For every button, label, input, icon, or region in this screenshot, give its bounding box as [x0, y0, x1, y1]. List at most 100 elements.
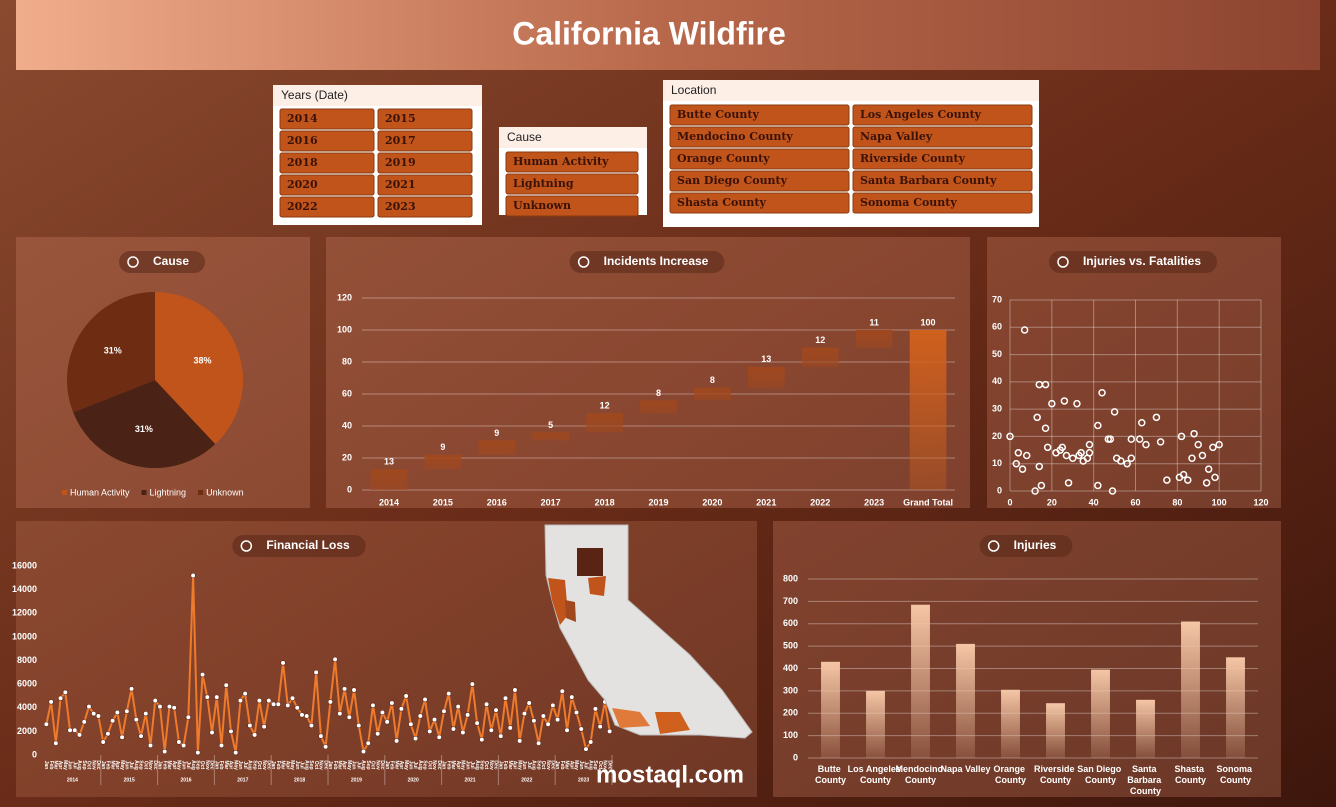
line-marker	[465, 712, 471, 718]
x-tick-label: Los Angeles County	[848, 764, 904, 785]
x-tick-label: 40	[1089, 497, 1099, 507]
slicer-item[interactable]: 2020	[279, 174, 375, 196]
title-pill	[569, 251, 725, 273]
chart-panel	[773, 521, 1281, 797]
y-tick-label: 0	[347, 484, 352, 494]
bar	[1091, 669, 1110, 758]
bar	[532, 432, 570, 441]
slicer-item[interactable]: 2023	[377, 196, 473, 218]
slicer-button	[505, 173, 639, 195]
line-marker	[588, 739, 594, 745]
data-label: 8	[656, 388, 661, 398]
bar	[866, 690, 885, 758]
slicer-item[interactable]: Shasta County	[669, 192, 850, 214]
x-tick-label: May	[573, 760, 579, 770]
title-pill	[118, 251, 206, 273]
slicer-item[interactable]: Sonoma County	[852, 192, 1033, 214]
slicer-item[interactable]: Lightning	[505, 173, 639, 195]
line-marker	[351, 687, 357, 693]
scatter-point	[1098, 389, 1106, 397]
x-tick-label: Apr	[455, 761, 461, 770]
slicer-item[interactable]: Human Activity	[505, 151, 639, 173]
y-tick-label: 400	[783, 663, 798, 673]
y-tick-label: 700	[783, 596, 798, 606]
slicer-item[interactable]: Mendocino County	[669, 126, 850, 148]
slicer-item[interactable]: 2014	[279, 108, 375, 130]
line-marker	[360, 748, 367, 755]
slicer-item[interactable]: Orange County	[669, 148, 850, 170]
line	[45, 575, 611, 755]
x-tick-label: Dec	[322, 760, 328, 769]
slicer-item[interactable]: 2022	[279, 196, 375, 218]
bar	[586, 413, 623, 433]
y-tick-label: 12000	[12, 608, 37, 618]
scatter-point	[1152, 413, 1161, 422]
title-icon	[127, 256, 139, 268]
slicer-title: Location	[671, 83, 716, 97]
x-tick-label: Sep	[195, 760, 201, 769]
line-marker	[498, 733, 504, 739]
pie-slice	[73, 380, 216, 468]
x-tick-label: 120	[1253, 497, 1268, 507]
slicer-item[interactable]: 2015	[377, 108, 473, 130]
scatter-point	[1190, 429, 1198, 438]
y-tick-label: 200	[783, 708, 798, 718]
slicer-item[interactable]: Napa Valley	[852, 126, 1033, 148]
x-tick-label: 60	[1130, 497, 1140, 507]
title-pill	[232, 535, 366, 557]
bar	[821, 661, 840, 758]
data-label: 13	[384, 457, 394, 467]
slicer-item[interactable]: Los Angeles County	[852, 104, 1033, 126]
slicer-item[interactable]: Santa Barbara County	[852, 170, 1033, 192]
line-marker	[398, 706, 404, 712]
x-tick-label: Apr	[284, 761, 290, 770]
slicer-item[interactable]: San Diego County	[669, 170, 850, 192]
x-tick-label: Grand Total	[903, 497, 953, 507]
x-group-label: 2014	[67, 777, 78, 783]
x-tick-label: Feb	[445, 761, 451, 770]
slicer-item[interactable]: Riverside County	[852, 148, 1033, 170]
title-icon	[577, 256, 590, 268]
x-tick-label: Dec	[266, 760, 272, 769]
line-marker	[512, 687, 518, 693]
x-tick-label: Dec	[209, 760, 215, 769]
slicer-item[interactable]: Unknown	[505, 195, 639, 217]
y-tick-label: 8000	[17, 655, 37, 665]
line-marker	[460, 729, 466, 736]
scatter-point	[1163, 476, 1171, 484]
y-tick-label: 10000	[12, 631, 37, 641]
pie-slice	[66, 292, 155, 413]
x-tick-label: Aug	[247, 760, 253, 770]
x-tick-label: Mar	[450, 761, 456, 770]
x-tick-label: Dec	[550, 760, 556, 769]
line-marker	[166, 703, 173, 710]
x-tick-label: Nov	[261, 760, 267, 770]
slicer-item[interactable]: 2019	[377, 152, 473, 174]
line-marker	[583, 746, 589, 752]
line-marker	[569, 694, 575, 700]
line-marker	[474, 720, 480, 726]
line-marker	[223, 682, 229, 688]
slicer-item[interactable]: 2021	[377, 174, 473, 196]
x-tick-label: Mendocino County	[896, 764, 946, 785]
x-tick-label: Jan	[43, 761, 49, 770]
x-tick-label: Aug	[417, 760, 423, 770]
line-marker	[199, 672, 206, 678]
slicer-button	[669, 170, 850, 192]
line-marker	[346, 714, 352, 720]
slicer-button	[852, 104, 1033, 126]
line-marker	[526, 700, 532, 706]
bar	[855, 330, 893, 348]
scatter-point	[1110, 408, 1119, 416]
slicer-item[interactable]: Butte County	[669, 104, 850, 126]
x-tick-label: Jan	[270, 761, 276, 770]
slicer-button	[669, 104, 850, 126]
slicer-item[interactable]: 2016	[279, 130, 375, 152]
x-tick-label: 2015	[433, 497, 453, 507]
x-tick-label: Jan	[554, 761, 560, 770]
bar	[640, 400, 677, 414]
slicer-header	[273, 85, 482, 106]
slicer-item[interactable]: 2017	[377, 130, 473, 152]
slicer-item[interactable]: 2018	[279, 152, 375, 174]
y-tick-label: 500	[783, 641, 798, 651]
